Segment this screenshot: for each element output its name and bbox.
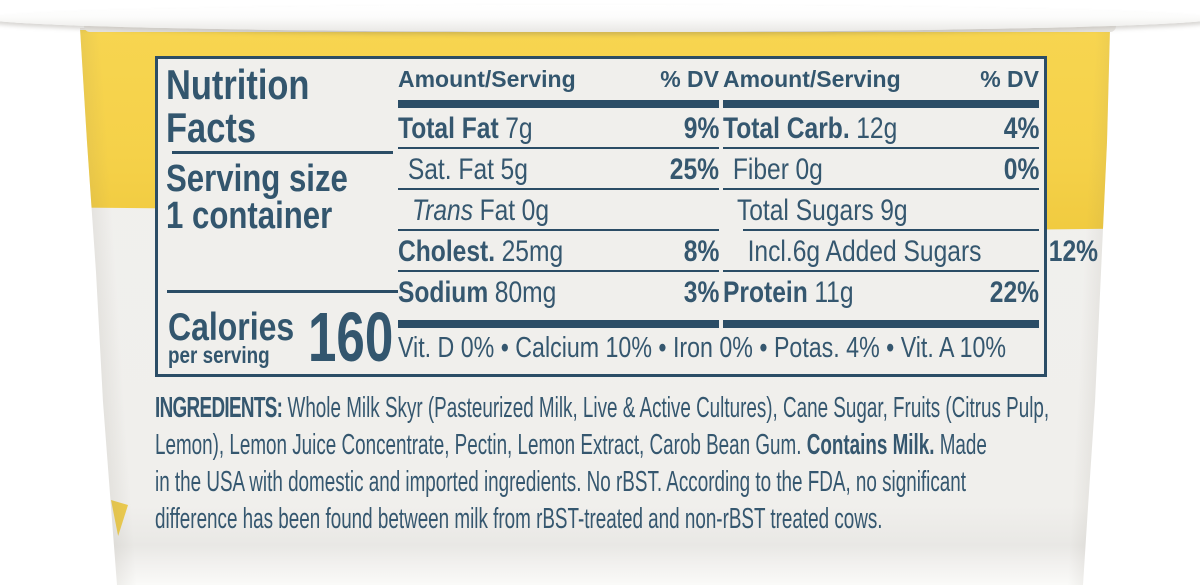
nutrient-name: Sodium xyxy=(398,275,489,309)
ingredients-line-4: difference has been found between milk f… xyxy=(155,503,883,535)
nutrient-amount: 11g xyxy=(814,275,854,309)
nutrition-facts-right-column: Amount/Serving % DV Total Carb. 12g 4% Fi… xyxy=(723,66,1098,328)
nutrient-name: Fiber xyxy=(732,152,789,186)
percent-dv-header: % DV xyxy=(660,66,719,92)
row-cholesterol: Cholest. 25mg 8% xyxy=(398,231,719,272)
title-line-2: Facts xyxy=(166,104,256,151)
ingredients-label: INGREDIENTS: xyxy=(155,392,283,424)
row-protein: Protein 11g 22% xyxy=(723,272,1039,313)
nutrient-dv: 4% xyxy=(1003,111,1039,145)
nutrient-name: Total Sugars xyxy=(736,193,874,227)
calories-sublabel: per serving xyxy=(168,342,270,368)
nutrient-name: Cholest. xyxy=(398,234,496,268)
ingredients-line-2: Lemon), Lemon Juice Concentrate, Pectin,… xyxy=(155,429,987,461)
nutrient-dv: 9% xyxy=(683,111,719,145)
nutrient-name: Fat xyxy=(479,193,516,227)
calories-label: Calories xyxy=(168,306,295,349)
container-rim-lip xyxy=(0,5,1200,32)
nutrient-amount: 25mg xyxy=(501,234,564,268)
ingredients-line-3: in the USA with domestic and imported in… xyxy=(155,466,966,498)
nutrition-facts-middle-column: Amount/Serving % DV Total Fat 7g 9% Sat. … xyxy=(398,66,719,328)
row-added-sugars: Incl.6g Added Sugars 12% xyxy=(723,231,1098,272)
ingredients-line-1: INGREDIENTS: Whole Milk Skyr (Pasteurize… xyxy=(155,392,1050,424)
nutrient-name: Total Fat xyxy=(398,111,499,145)
nutrient-amount: 0g xyxy=(521,193,550,227)
thick-rule xyxy=(723,100,1039,108)
row-trans-fat: Trans Fat 0g xyxy=(398,190,719,231)
nutrient-dv: 22% xyxy=(989,275,1039,309)
row-sat-fat: Sat. Fat 5g 25% xyxy=(398,149,719,190)
nutrient-dv: 3% xyxy=(683,275,719,309)
nutrient-amount: 12g xyxy=(856,111,898,145)
ingredients-block: INGREDIENTS: Whole Milk Skyr (Pasteurize… xyxy=(155,390,1200,538)
nutrient-amount: 9g xyxy=(880,193,908,227)
serving-size-value: 1 container xyxy=(166,195,333,237)
nutrient-dv: 12% xyxy=(1049,234,1099,268)
row-sodium: Sodium 80mg 3% xyxy=(398,272,719,313)
nutrient-amount: 7g xyxy=(505,111,533,145)
nutrient-amount: 80mg xyxy=(494,275,557,309)
nutrient-name: Sat. Fat xyxy=(407,152,494,186)
column-header: Amount/Serving % DV xyxy=(398,66,719,93)
serving-size-block: Serving size 1 container xyxy=(166,158,388,237)
nutrition-facts-panel: Nutrition Facts Serving size 1 container… xyxy=(155,56,1098,377)
calories-value: 160 xyxy=(308,298,394,376)
micronutrients-line: Vit. D 0% • Calcium 10% • Iron 0% • Pota… xyxy=(398,332,1007,364)
row-total-carb: Total Carb. 12g 4% xyxy=(723,108,1039,149)
contains-milk-statement: Contains Milk. xyxy=(806,429,935,461)
nutrient-name-italic: Trans xyxy=(411,193,474,227)
nutrition-facts-title: Nutrition Facts xyxy=(166,63,341,149)
serving-size-label: Serving size xyxy=(166,158,348,200)
nutrient-name: Total Carb. xyxy=(723,111,850,145)
nutrient-dv: 0% xyxy=(1003,152,1039,186)
row-total-fat: Total Fat 7g 9% xyxy=(398,108,719,149)
nutrient-amount: 5g xyxy=(500,152,528,186)
thick-rule xyxy=(398,100,719,108)
nutrient-name: Protein xyxy=(723,275,808,309)
nutrient-dv: 25% xyxy=(669,152,719,186)
row-total-sugars: Total Sugars 9g xyxy=(723,190,1039,231)
nutrient-dv: 8% xyxy=(683,234,719,268)
nutrient-amount: 0g xyxy=(795,152,823,186)
divider-above-calories xyxy=(167,290,398,293)
thick-rule xyxy=(723,320,1039,328)
column-header: Amount/Serving % DV xyxy=(723,66,1039,93)
amount-serving-header: Amount/Serving xyxy=(398,66,576,92)
nutrient-name: Incl.6g Added Sugars xyxy=(747,234,982,268)
amount-serving-header: Amount/Serving xyxy=(723,66,901,92)
percent-dv-header: % DV xyxy=(980,66,1039,92)
thick-rule xyxy=(398,320,719,328)
divider-under-title xyxy=(172,151,393,154)
row-fiber: Fiber 0g 0% xyxy=(723,149,1039,190)
title-line-1: Nutrition xyxy=(166,61,310,108)
